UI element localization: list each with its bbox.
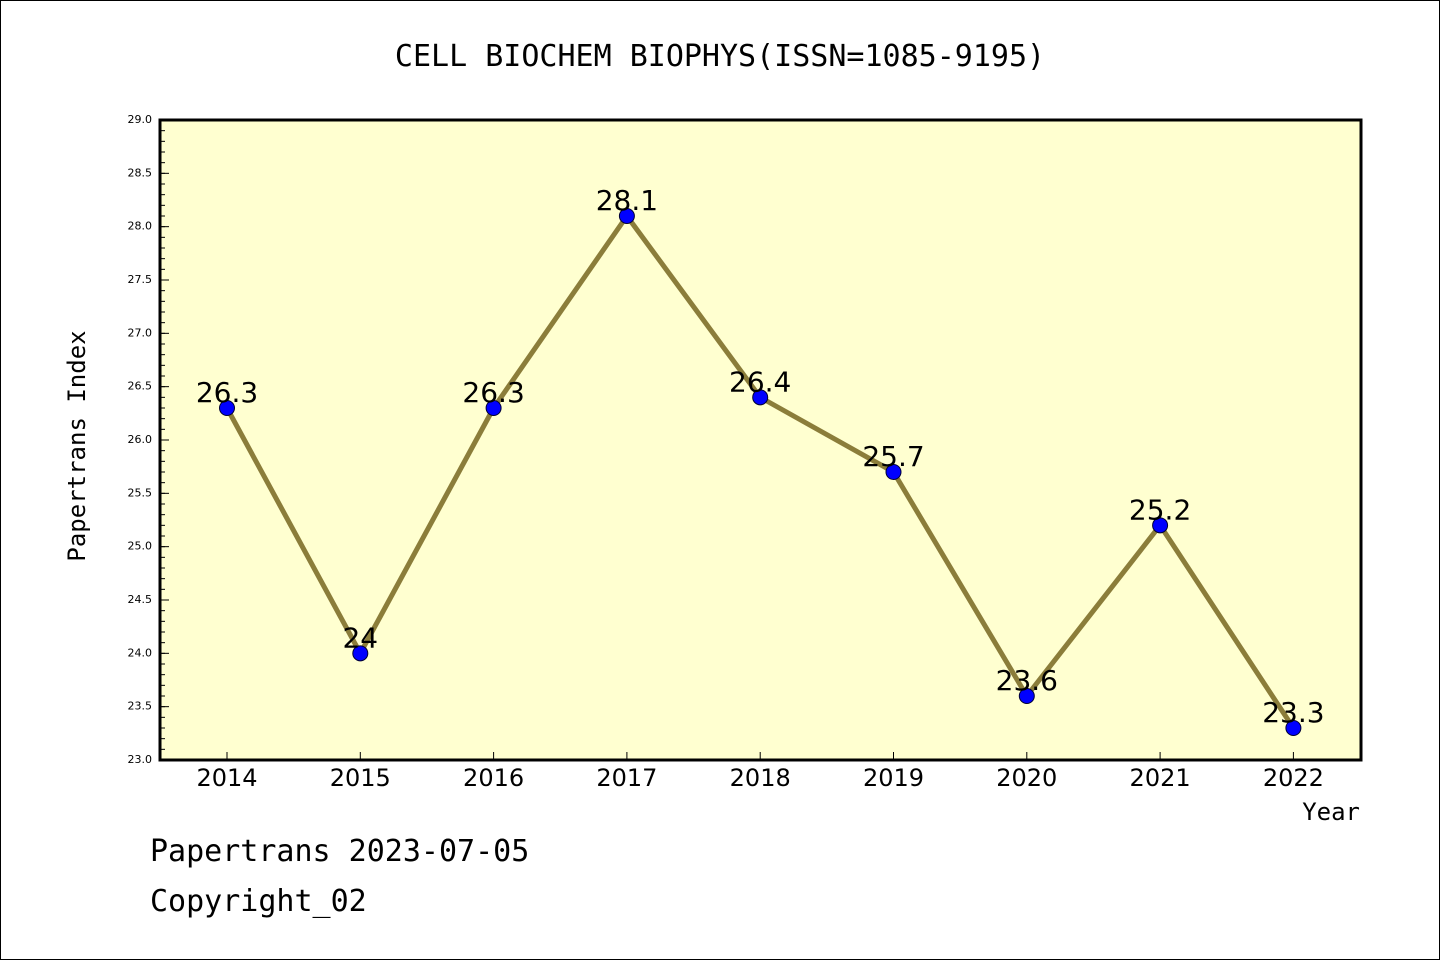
y-tick-label: 26.0 <box>128 433 153 446</box>
data-point <box>352 645 369 662</box>
data-label: 25.7 <box>862 440 924 473</box>
chart-title: CELL BIOCHEM BIOPHYS(ISSN=1085-9195) <box>395 39 1045 74</box>
data-label: 26.4 <box>729 365 791 398</box>
y-tick-label: 27.0 <box>128 326 153 339</box>
y-tick-label: 23.5 <box>128 700 153 713</box>
y-tick-label: 28.0 <box>128 220 153 233</box>
data-point <box>1285 720 1302 736</box>
x-tick-label: 2014 <box>196 764 257 792</box>
data-point <box>618 208 635 224</box>
data-point <box>1018 688 1035 704</box>
plot-border <box>158 118 1363 762</box>
y-tick-label: 28.5 <box>128 166 153 179</box>
y-tick-label: 24.0 <box>128 646 153 659</box>
data-label: 23.3 <box>1262 696 1324 729</box>
data-label: 28.1 <box>596 184 658 217</box>
data-label: 24 <box>342 621 378 654</box>
data-point <box>219 400 235 416</box>
data-point <box>752 389 769 406</box>
data-label: 26.3 <box>462 376 524 409</box>
y-tick-label: 23.0 <box>128 753 153 766</box>
data-label: 23.6 <box>996 664 1058 697</box>
x-tick-label: 2021 <box>1130 764 1191 792</box>
data-label: 26.3 <box>196 376 258 409</box>
x-tick-label: 2019 <box>863 764 924 792</box>
x-tick-label: 2016 <box>463 764 524 792</box>
y-tick-label: 27.5 <box>128 273 153 286</box>
data-point <box>885 464 902 480</box>
data-points <box>219 208 1302 736</box>
footer-date-text: Papertrans 2023-07-05 <box>150 834 530 869</box>
x-tick-label: 2018 <box>730 764 791 792</box>
x-tick-label: 2022 <box>1263 764 1324 792</box>
y-tick-label: 25.5 <box>128 486 153 499</box>
x-tick-label: 2017 <box>596 764 657 792</box>
x-axis-label: Year <box>1302 798 1360 826</box>
y-tick-label: 29.0 <box>128 113 153 126</box>
y-tick-labels: 23.0 23.5 24.0 24.5 25.0 25.5 26.0 26.5 27.0 27.5… <box>128 113 153 766</box>
x-tick-label: 2015 <box>330 764 391 792</box>
x-tick-label: 2020 <box>996 764 1057 792</box>
data-point <box>1152 517 1169 534</box>
x-tick-labels: 2014 2015 2016 2017 2018 2019 2020 2021 2022 <box>196 764 1323 792</box>
plot-area <box>160 120 1361 760</box>
data-point <box>485 400 502 416</box>
y-axis-label: Papertrans Index <box>63 330 91 561</box>
footer-copyright: Copyright_02 <box>150 884 367 919</box>
y-tick-label: 26.5 <box>128 380 153 393</box>
data-label: 25.2 <box>1129 493 1191 526</box>
y-tick-label: 24.5 <box>128 593 153 606</box>
y-tick-label: 25.0 <box>128 540 153 553</box>
data-labels: 26.3 24 26.3 28.1 26.4 25.7 23.6 25.2 23.3 <box>196 184 1325 729</box>
